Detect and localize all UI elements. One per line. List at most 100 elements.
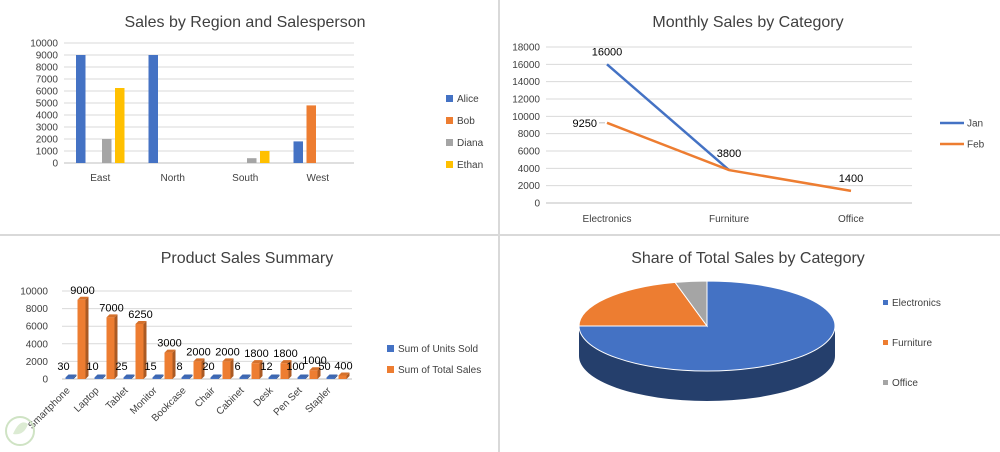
bar-top xyxy=(94,374,106,378)
y-tick-label: 8000 xyxy=(26,304,49,315)
bar-ethan-south xyxy=(260,151,270,163)
bar-front-sum-of-units-sold xyxy=(94,377,103,379)
y-tick-label: 6000 xyxy=(518,147,541,158)
bar-top xyxy=(65,374,77,378)
y-tick-label: 2000 xyxy=(518,181,541,192)
bar-front-sum-of-total-sales xyxy=(222,361,231,379)
bar-top xyxy=(297,374,309,378)
y-tick-label: 1000 xyxy=(36,147,59,158)
y-tick-label: 10000 xyxy=(30,39,58,50)
legend-label: Sum of Units Sold xyxy=(398,344,478,355)
data-label: 7000 xyxy=(99,302,123,314)
data-label: 10 xyxy=(86,361,98,373)
bar-front-sum-of-units-sold xyxy=(210,377,219,379)
data-label: 50 xyxy=(318,361,330,373)
bar-top xyxy=(268,374,280,378)
bar-front-sum-of-total-sales xyxy=(164,352,173,379)
bar-top xyxy=(135,321,147,324)
line-series-feb xyxy=(606,121,852,193)
x-tick-label: Pen Set xyxy=(272,385,305,418)
pie-slice-office xyxy=(674,280,708,328)
bar-alice-west xyxy=(293,141,303,163)
bar-side xyxy=(85,296,89,379)
bar-front-sum-of-total-sales xyxy=(280,363,289,379)
y-tick-label: 2000 xyxy=(26,357,49,368)
data-label: 2000 xyxy=(215,346,239,358)
data-label: 30 xyxy=(57,361,69,373)
bar-front-sum-of-total-sales xyxy=(77,299,86,379)
bar-side xyxy=(102,374,106,379)
legend-swatch xyxy=(446,117,453,124)
legend-label: Diana xyxy=(457,138,484,149)
y-tick-label: 10000 xyxy=(512,112,540,123)
bar-front-sum-of-units-sold xyxy=(239,377,248,379)
bar-top xyxy=(338,372,350,376)
chart-title: Monthly Sales by Category xyxy=(652,14,843,31)
bar-side xyxy=(230,358,234,379)
y-tick-label: 6000 xyxy=(26,322,49,333)
data-label: 1800 xyxy=(273,348,297,360)
bar-side xyxy=(172,349,176,379)
bar-front-sum-of-units-sold xyxy=(65,377,74,379)
chart-panel-monthly-category[interactable]: Monthly Sales by Category 16000 3800 9250 1… xyxy=(500,0,1000,234)
legend-swatch xyxy=(446,95,453,102)
y-tick-label: 14000 xyxy=(512,77,540,88)
data-label: 100 xyxy=(286,361,304,373)
y-tick-label: 3000 xyxy=(36,123,59,134)
bar-side xyxy=(201,358,205,379)
x-tick-label: West xyxy=(306,173,329,184)
legend-swatch xyxy=(387,366,394,373)
data-label: 3000 xyxy=(157,338,181,350)
data-label: 1400 xyxy=(839,173,863,185)
y-tick-label: 8000 xyxy=(518,129,541,140)
pie-side-wall xyxy=(579,326,835,401)
legend-swatch xyxy=(883,300,888,305)
data-label: 9000 xyxy=(70,285,94,297)
category-share-chart: Share of Total Sales by Category Electro… xyxy=(578,250,941,401)
product-summary-chart: Product Sales Summary 30 9000 10 7000 25 6250… xyxy=(5,250,481,446)
legend-label: Ethan xyxy=(457,160,483,171)
legend-swatch xyxy=(387,345,394,352)
bar-top xyxy=(210,374,222,378)
bar-front-sum-of-units-sold xyxy=(268,377,277,379)
y-tick-label: 4000 xyxy=(26,339,49,350)
data-label: 400 xyxy=(334,360,352,372)
data-label: 8 xyxy=(176,361,182,373)
bar-side xyxy=(131,374,135,379)
legend-swatch xyxy=(446,161,453,168)
bar-side xyxy=(143,321,147,379)
legend-label: Office xyxy=(892,378,918,389)
data-label: 3800 xyxy=(717,148,741,160)
legend-label: Alice xyxy=(457,94,479,105)
chart-panel-category-share[interactable]: Share of Total Sales by Category Electro… xyxy=(500,236,1000,452)
y-tick-label: 0 xyxy=(534,199,540,210)
bar-side xyxy=(276,374,280,379)
y-tick-label: 4000 xyxy=(36,111,59,122)
chart-panel-product-summary[interactable]: Product Sales Summary 30 9000 10 7000 25 6250… xyxy=(0,236,498,452)
bar-top xyxy=(181,374,193,378)
y-tick-label: 9000 xyxy=(36,51,59,62)
bar-top xyxy=(106,314,118,318)
y-tick-label: 10000 xyxy=(20,287,48,298)
legend-label: Electronics xyxy=(892,298,941,309)
bar-front-sum-of-total-sales xyxy=(193,361,202,379)
y-tick-label: 8000 xyxy=(36,63,59,74)
chart-title: Share of Total Sales by Category xyxy=(631,250,865,267)
chart-panel-region-salesperson[interactable]: Sales by Region and Salesperson East Nort… xyxy=(0,0,498,234)
bar-side xyxy=(189,374,193,379)
legend-swatch xyxy=(446,139,453,146)
bar-bob-west xyxy=(306,105,316,163)
y-tick-label: 4000 xyxy=(518,164,541,175)
legend-label: Furniture xyxy=(892,338,932,349)
bar-top xyxy=(309,367,321,371)
bar-side xyxy=(247,374,251,379)
data-label: 12 xyxy=(260,361,272,373)
pie-slice-furniture xyxy=(578,281,708,327)
bar-front-sum-of-total-sales xyxy=(106,317,115,379)
legend-label: Bob xyxy=(457,116,475,127)
data-label: 1800 xyxy=(244,348,268,360)
bar-side xyxy=(160,374,164,379)
x-tick-label: Electronics xyxy=(583,214,632,225)
y-tick-label: 18000 xyxy=(512,43,540,54)
